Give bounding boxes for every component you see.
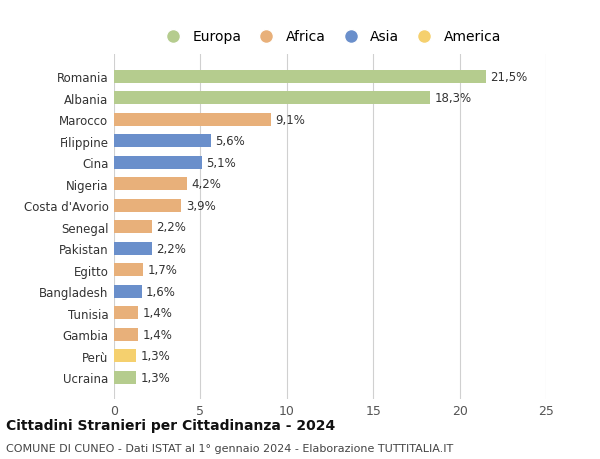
Bar — [114, 178, 187, 191]
Text: 2,2%: 2,2% — [157, 242, 186, 255]
Bar — [114, 221, 152, 234]
Bar — [114, 263, 143, 276]
Text: 18,3%: 18,3% — [434, 92, 472, 105]
Text: 5,1%: 5,1% — [206, 157, 236, 169]
Bar — [114, 307, 138, 319]
Text: COMUNE DI CUNEO - Dati ISTAT al 1° gennaio 2024 - Elaborazione TUTTITALIA.IT: COMUNE DI CUNEO - Dati ISTAT al 1° genna… — [6, 443, 453, 453]
Bar — [114, 242, 152, 255]
Bar — [114, 199, 181, 212]
Text: 3,9%: 3,9% — [186, 199, 215, 212]
Text: 4,2%: 4,2% — [191, 178, 221, 191]
Text: 9,1%: 9,1% — [275, 113, 305, 127]
Bar — [114, 285, 142, 298]
Text: 1,7%: 1,7% — [148, 263, 178, 277]
Legend: Europa, Africa, Asia, America: Europa, Africa, Asia, America — [156, 28, 504, 47]
Bar — [114, 135, 211, 148]
Bar — [114, 92, 430, 105]
Text: 1,3%: 1,3% — [141, 349, 170, 362]
Text: 2,2%: 2,2% — [157, 221, 186, 234]
Text: 1,4%: 1,4% — [143, 307, 172, 319]
Text: 21,5%: 21,5% — [490, 71, 527, 84]
Text: Cittadini Stranieri per Cittadinanza - 2024: Cittadini Stranieri per Cittadinanza - 2… — [6, 418, 335, 432]
Bar — [114, 113, 271, 127]
Bar — [114, 71, 485, 84]
Text: 1,4%: 1,4% — [143, 328, 172, 341]
Text: 5,6%: 5,6% — [215, 135, 245, 148]
Bar — [114, 371, 136, 384]
Bar — [114, 349, 136, 362]
Text: 1,6%: 1,6% — [146, 285, 176, 298]
Text: 1,3%: 1,3% — [141, 371, 170, 384]
Bar — [114, 328, 138, 341]
Bar — [114, 157, 202, 169]
